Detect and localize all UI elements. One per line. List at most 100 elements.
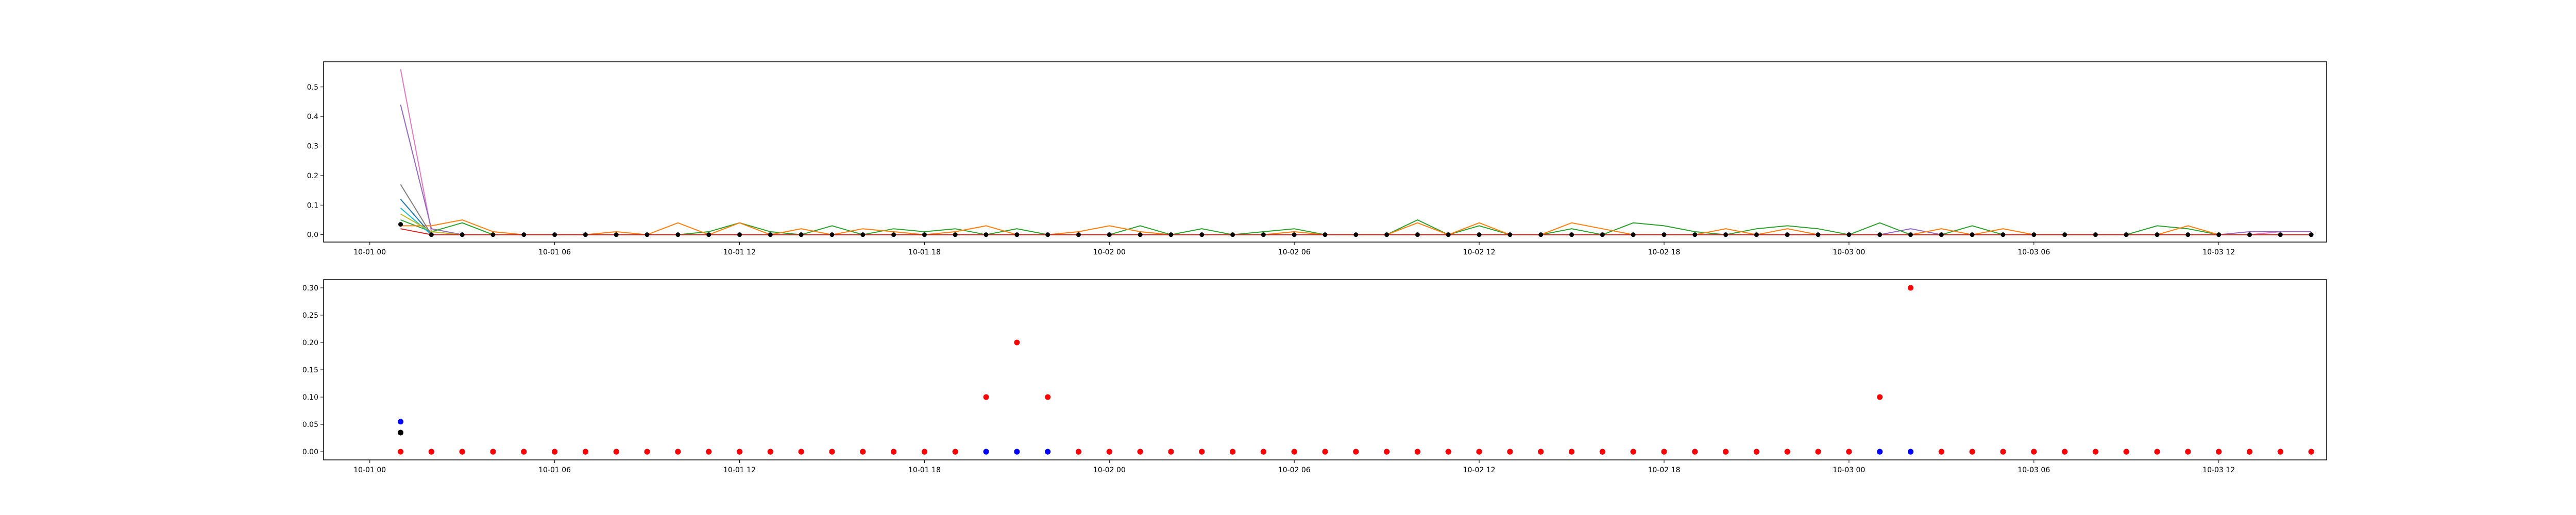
y-tick-label: 0.2 bbox=[307, 172, 318, 180]
series-2-point bbox=[1168, 449, 1174, 455]
series-9-point bbox=[1199, 232, 1205, 237]
series-2-point bbox=[675, 449, 681, 455]
series-9-point bbox=[460, 232, 465, 237]
series-9-point bbox=[1261, 232, 1266, 237]
series-9-point bbox=[1323, 232, 1328, 237]
series-2-point bbox=[552, 449, 558, 455]
series-2-point bbox=[706, 449, 712, 455]
series-9-point bbox=[1384, 232, 1389, 237]
series-9-point bbox=[1846, 232, 1852, 237]
y-tick-label: 0.10 bbox=[302, 393, 318, 402]
series-9-point bbox=[1600, 232, 1605, 237]
x-tick-label: 10-01 12 bbox=[723, 466, 756, 474]
series-9-point bbox=[922, 232, 927, 237]
series-9-point bbox=[1353, 232, 1359, 237]
x-tick-label: 10-01 18 bbox=[908, 466, 941, 474]
x-tick-label: 10-01 12 bbox=[723, 248, 756, 256]
series-9-point bbox=[1785, 232, 1790, 237]
series-9-point bbox=[1415, 232, 1420, 237]
series-9-point bbox=[2031, 232, 2037, 237]
series-9-point bbox=[429, 232, 434, 237]
series-2-point bbox=[613, 449, 619, 455]
x-tick-label: 10-01 18 bbox=[908, 248, 941, 256]
series-9-point bbox=[1877, 232, 1883, 237]
series-9-point bbox=[1107, 232, 1112, 237]
series-9-point bbox=[953, 232, 958, 237]
series-2-point bbox=[1599, 449, 1605, 455]
series-2-point bbox=[1846, 449, 1852, 455]
series-9-point bbox=[860, 232, 866, 237]
series-2-point bbox=[521, 449, 527, 455]
series-9-point bbox=[1723, 232, 1728, 237]
series-9-point bbox=[829, 232, 835, 237]
series-2-point bbox=[398, 449, 404, 455]
series-9-point bbox=[1076, 232, 1081, 237]
y-tick-label: 0.00 bbox=[302, 448, 318, 456]
x-tick-label: 10-03 00 bbox=[1833, 248, 1865, 256]
series-9-point bbox=[1477, 232, 1482, 237]
series-2-point bbox=[1815, 449, 1821, 455]
y-tick-label: 0.4 bbox=[307, 113, 318, 121]
series-9-point bbox=[614, 232, 619, 237]
series-2-point bbox=[1260, 449, 1266, 455]
series-2-point bbox=[1969, 449, 1975, 455]
x-tick-label: 10-03 00 bbox=[1833, 466, 1865, 474]
x-tick-label: 10-02 12 bbox=[1463, 248, 1496, 256]
series-1-point bbox=[1907, 449, 1913, 455]
series-2-point bbox=[490, 449, 496, 455]
series-2-point bbox=[1014, 339, 1020, 346]
series-9-point bbox=[1692, 232, 1698, 237]
x-tick-label: 10-01 00 bbox=[353, 248, 386, 256]
series-0-point bbox=[398, 430, 404, 436]
series-9-point bbox=[2124, 232, 2129, 237]
y-tick-label: 0.20 bbox=[302, 339, 318, 347]
series-2-point bbox=[1784, 449, 1790, 455]
series-9-point bbox=[521, 232, 527, 237]
series-2-point bbox=[1384, 449, 1390, 455]
series-9-point bbox=[1816, 232, 1821, 237]
series-2-point bbox=[1692, 449, 1698, 455]
series-2-point bbox=[1199, 449, 1205, 455]
x-tick-label: 10-03 12 bbox=[2202, 466, 2235, 474]
x-tick-label: 10-02 18 bbox=[1648, 248, 1680, 256]
x-tick-label: 10-03 06 bbox=[2018, 466, 2050, 474]
series-9-point bbox=[1230, 232, 1235, 237]
x-tick-label: 10-03 12 bbox=[2202, 248, 2235, 256]
series-2-point bbox=[798, 449, 804, 455]
series-2-point bbox=[1045, 394, 1051, 400]
y-tick-label: 0.05 bbox=[302, 421, 318, 429]
series-2-point bbox=[1106, 449, 1112, 455]
series-9-point bbox=[1908, 232, 1913, 237]
series-2-point bbox=[1230, 449, 1236, 455]
axes-frame bbox=[323, 61, 2327, 243]
top-line-panel: 10-01 00 10-01 06 10-01 12 10-01 18 10-02 00… bbox=[307, 61, 2327, 256]
series-2-point bbox=[2216, 449, 2222, 455]
series-9-point bbox=[1014, 232, 1020, 237]
series-9-point bbox=[645, 232, 650, 237]
x-tick-label: 10-02 00 bbox=[1093, 466, 1126, 474]
series-9-point bbox=[1754, 232, 1759, 237]
series-1-point bbox=[1045, 449, 1051, 455]
series-9-point bbox=[2155, 232, 2160, 237]
series-2-point bbox=[2000, 449, 2006, 455]
series-9-point bbox=[490, 232, 496, 237]
series-2-point bbox=[2092, 449, 2098, 455]
series-2-point bbox=[582, 449, 588, 455]
series-9-point bbox=[552, 232, 557, 237]
series-2-point bbox=[1538, 449, 1544, 455]
series-2-point bbox=[1907, 285, 1913, 291]
y-tick-label: 0.3 bbox=[307, 143, 318, 151]
series-9-point bbox=[2247, 232, 2252, 237]
series-2-point bbox=[2277, 449, 2283, 455]
x-tick-label: 10-02 18 bbox=[1648, 466, 1680, 474]
series-2-point bbox=[644, 449, 650, 455]
series-2-point bbox=[1137, 449, 1143, 455]
y-tick-label: 0.5 bbox=[307, 83, 318, 92]
x-tick-label: 10-02 06 bbox=[1278, 248, 1311, 256]
series-9-point bbox=[891, 232, 896, 237]
series-2-point bbox=[2185, 449, 2191, 455]
series-2-point bbox=[952, 449, 958, 455]
y-tick-label: 0.0 bbox=[307, 231, 318, 239]
series-2-point bbox=[1569, 449, 1575, 455]
x-tick-label: 10-01 00 bbox=[353, 466, 386, 474]
